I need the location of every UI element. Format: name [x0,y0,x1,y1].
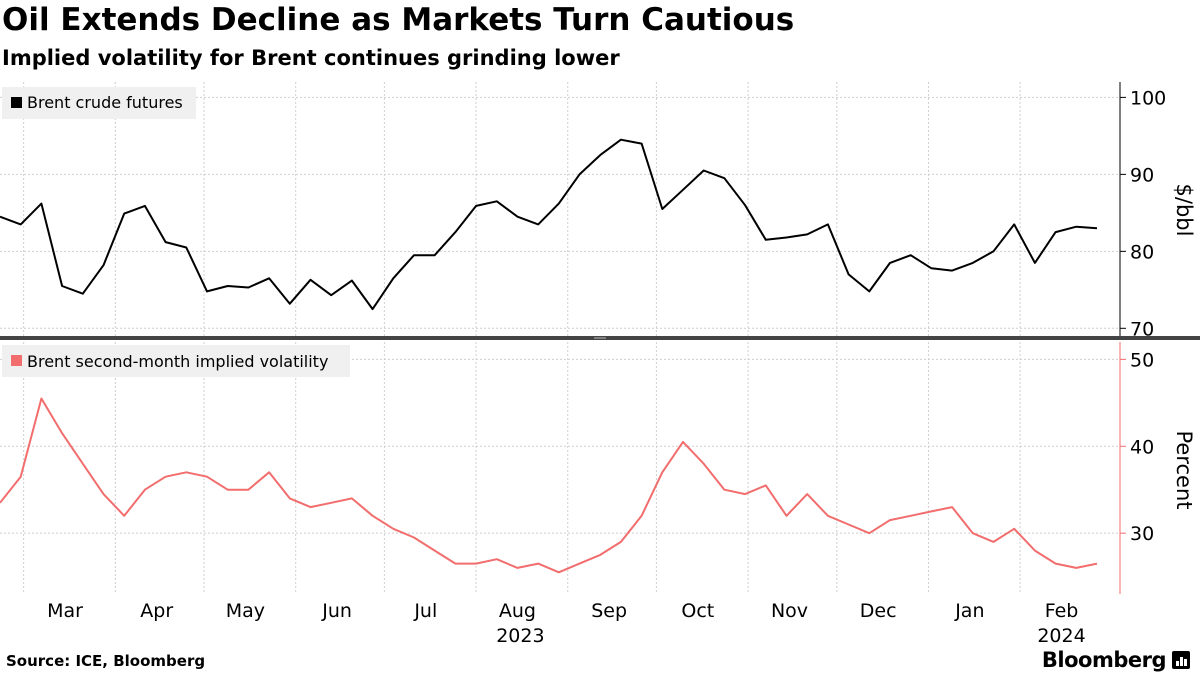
x-month-label: Oct [681,600,714,622]
bottom-legend-box [2,345,350,377]
oil-price-line [0,138,1098,311]
x-month-label: Jan [954,600,984,622]
top-legend-swatch [11,97,22,108]
x-year-label: 2024 [1037,625,1085,647]
bloomberg-logo: Bloomberg [1041,648,1167,672]
x-month-label: Mar [47,600,83,622]
top-legend-box [2,87,196,119]
x-month-label: May [226,600,265,622]
bottom-legend-swatch [11,355,22,366]
top-y-axis-label: $/bbl [1172,184,1196,237]
x-month-label: Sep [591,600,627,622]
top-ytick-label: 70 [1130,318,1154,340]
x-month-label: Aug [499,600,536,622]
x-year-label: 2023 [496,625,544,647]
bloomberg-terminal-icon [1172,651,1190,669]
x-month-label: Dec [860,600,897,622]
x-month-label: Jul [413,600,437,622]
x-axis-labels: Mar Apr May Jun Jul Aug Sep Oct Nov Dec Jan Feb 2023… [47,600,1086,647]
bottom-panel-grid [0,342,1120,594]
bottom-legend-label: Brent second-month implied volatility [27,352,328,371]
bottom-ytick-label: 50 [1130,349,1154,371]
x-month-label: Nov [771,600,808,622]
x-month-label: Feb [1045,600,1079,622]
x-month-label: Jun [321,600,352,622]
bottom-y-axis-label: Percent [1172,430,1196,509]
source-note: Source: ICE, Bloomberg [6,652,206,670]
top-legend-label: Brent crude futures [27,93,183,112]
x-month-label: Apr [140,600,173,622]
volatility-line [0,397,1098,574]
bottom-ytick-label: 30 [1130,523,1154,545]
chart-title: Oil Extends Decline as Markets Turn Caut… [2,2,795,38]
top-ytick-label: 80 [1130,241,1154,263]
bottom-y-ticks: 30 40 50 [1120,349,1154,545]
top-ytick-label: 100 [1130,87,1166,109]
top-ytick-label: 90 [1130,164,1154,186]
top-y-ticks: 70 80 90 100 [1120,87,1166,340]
chart-subtitle: Implied volatility for Brent continues g… [2,46,620,70]
bottom-ytick-label: 40 [1130,436,1154,458]
top-panel-grid [0,82,1120,336]
